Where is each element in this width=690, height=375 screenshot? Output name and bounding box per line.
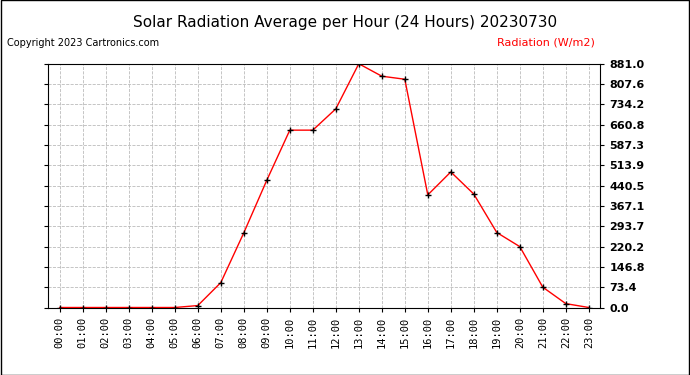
Text: Radiation (W/m2): Radiation (W/m2)	[497, 38, 595, 48]
Text: Copyright 2023 Cartronics.com: Copyright 2023 Cartronics.com	[7, 38, 159, 48]
Text: Solar Radiation Average per Hour (24 Hours) 20230730: Solar Radiation Average per Hour (24 Hou…	[133, 15, 557, 30]
